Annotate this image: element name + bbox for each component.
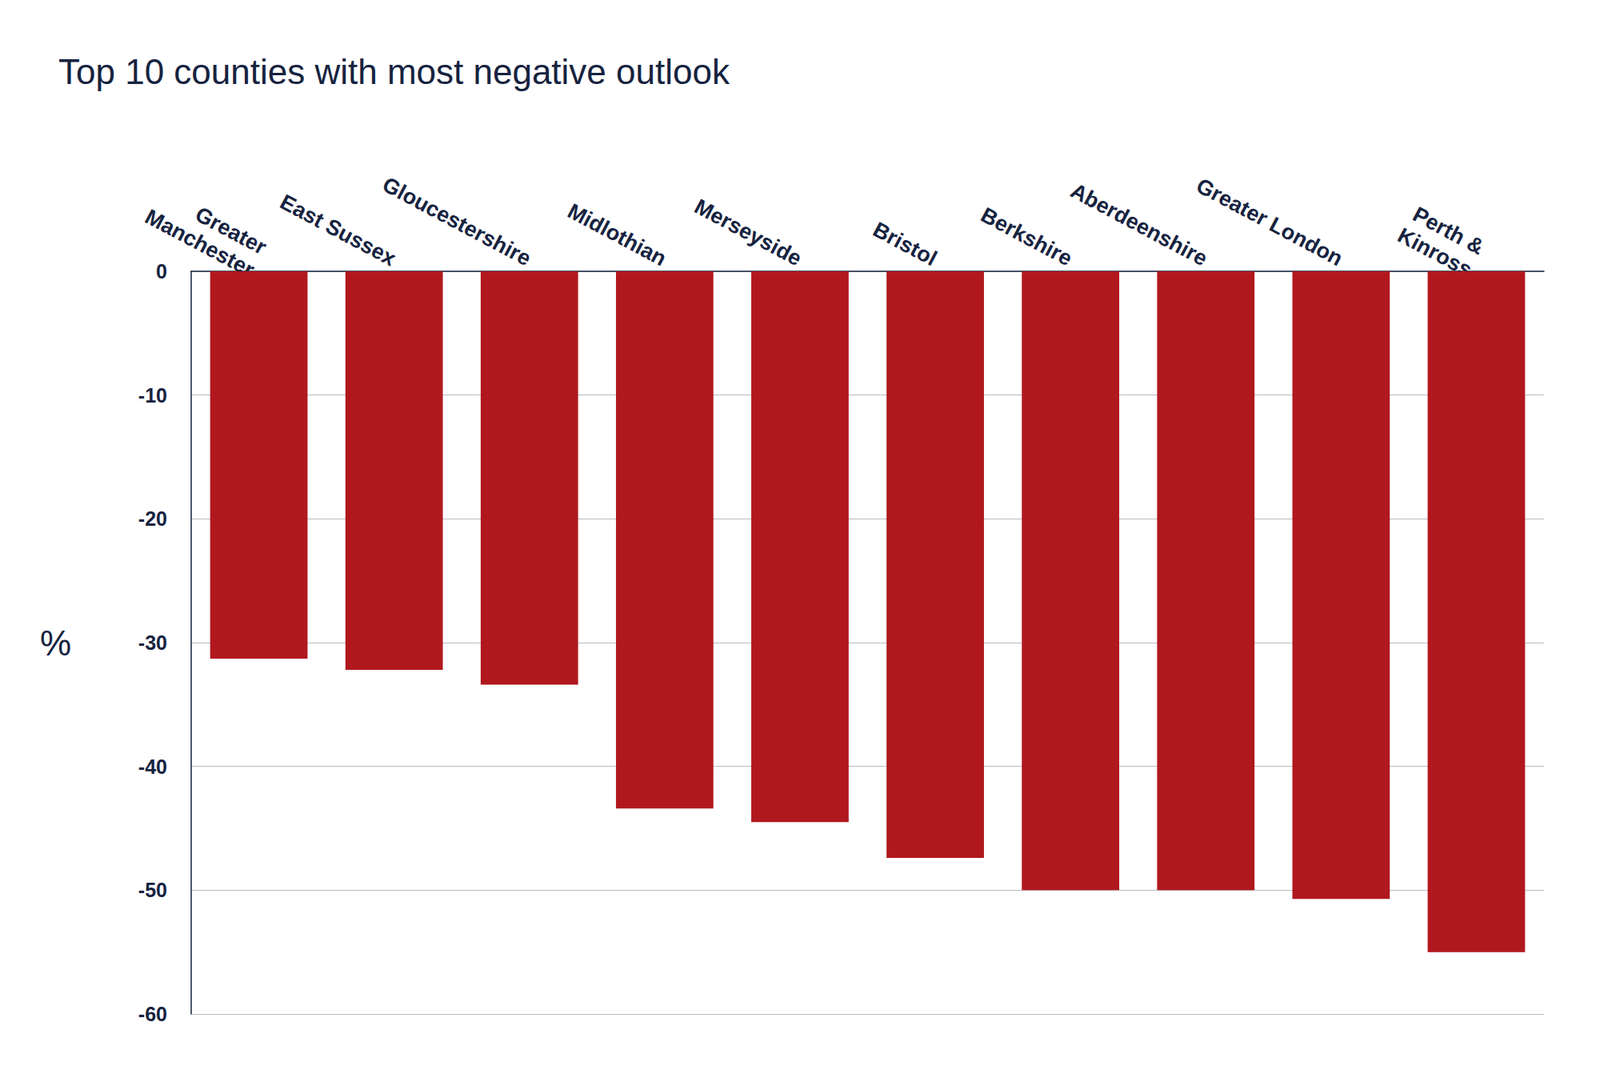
svg-text:Manchester: Manchester: [141, 204, 260, 283]
svg-text:East Sussex: East Sussex: [276, 189, 400, 271]
svg-text:Top 10 counties with most nega: Top 10 counties with most negative outlo…: [58, 52, 731, 92]
svg-text:Greater London: Greater London: [1192, 173, 1348, 271]
svg-text:Berkshire: Berkshire: [976, 202, 1076, 271]
svg-text:Kinross: Kinross: [1393, 223, 1476, 282]
svg-text:Midlothian: Midlothian: [564, 198, 671, 271]
svg-text:0: 0: [156, 260, 168, 283]
svg-text:Perth &: Perth &: [1408, 202, 1488, 260]
svg-text:Aberdeenshire: Aberdeenshire: [1066, 178, 1212, 271]
svg-text:-50: -50: [138, 878, 168, 901]
svg-text:Gloucestershire: Gloucestershire: [378, 172, 536, 271]
svg-text:Merseyside: Merseyside: [690, 194, 806, 271]
svg-text:Greater: Greater: [191, 202, 271, 260]
svg-text:-30: -30: [138, 631, 168, 654]
svg-text:-20: -20: [138, 507, 168, 530]
svg-text:Bristol: Bristol: [869, 217, 942, 272]
svg-text:-40: -40: [138, 755, 168, 778]
svg-text:%: %: [40, 623, 72, 663]
svg-text:-10: -10: [138, 384, 168, 407]
svg-text:-60: -60: [138, 1002, 168, 1025]
